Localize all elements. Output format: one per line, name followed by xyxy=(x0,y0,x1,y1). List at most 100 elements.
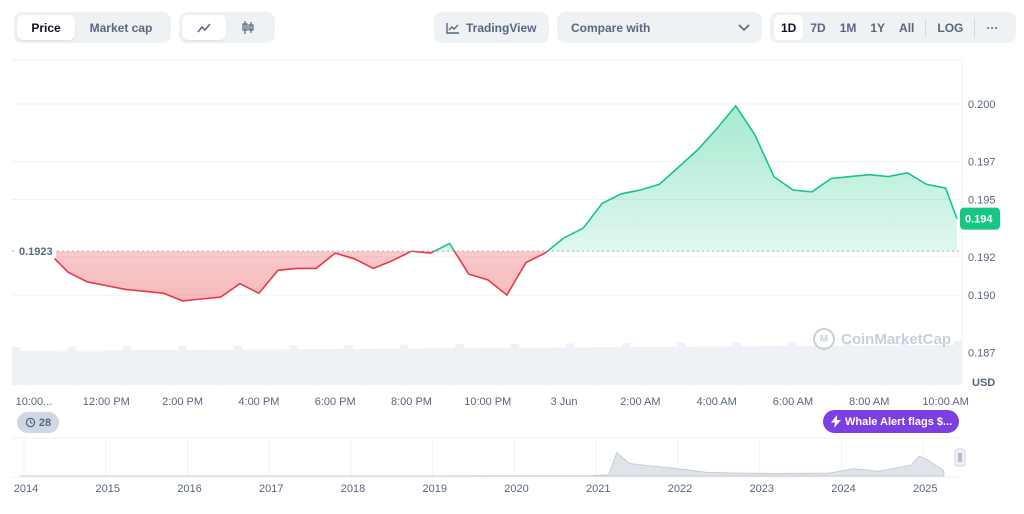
volume-bar xyxy=(407,348,417,385)
volume-bar xyxy=(779,346,789,385)
navigator-year-label: 2017 xyxy=(259,483,283,495)
candlestick-icon xyxy=(242,21,254,34)
volume-bar xyxy=(677,342,686,385)
volume-bar xyxy=(27,350,37,385)
volume-bar xyxy=(589,347,599,385)
volume-bar xyxy=(114,350,124,385)
x-tick-label: 10:00... xyxy=(16,396,53,408)
news-count: 28 xyxy=(38,416,52,429)
volume-bar xyxy=(19,350,29,385)
watermark-text: CoinMarketCap xyxy=(841,330,952,348)
y-tick-label: 0.190 xyxy=(968,290,996,302)
navigator-year-label: 2016 xyxy=(177,483,201,495)
log-scale-toggle[interactable]: LOG xyxy=(937,20,964,35)
x-tick-label: 4:00 AM xyxy=(696,396,736,408)
volume-bar xyxy=(376,348,385,385)
navigator-year-label: 2019 xyxy=(423,483,447,495)
y-tick-label: 0.195 xyxy=(968,195,996,207)
volume-bar xyxy=(257,349,266,385)
volume-bar xyxy=(851,345,860,385)
volume-bar xyxy=(882,345,892,385)
volume-bar xyxy=(898,341,908,385)
volume-bar xyxy=(368,348,377,385)
news-events-pill[interactable]: 28 xyxy=(17,412,59,433)
volume-bar xyxy=(938,345,947,385)
volume-bar xyxy=(241,349,250,385)
volume-bar xyxy=(431,348,440,385)
navigator-year-label: 2020 xyxy=(504,483,528,495)
volume-bar xyxy=(510,343,520,385)
y-tick-label: 0.200 xyxy=(968,99,996,111)
volume-bar xyxy=(455,344,464,385)
volume-bar xyxy=(43,350,53,385)
price-tab[interactable]: Price xyxy=(17,15,75,40)
volume-bar xyxy=(930,345,939,385)
history-navigator[interactable]: 2014 2015 2016 2017 2018 2019 2020 2021 2022 2023… xyxy=(12,437,966,495)
volume-bar xyxy=(661,346,670,385)
history-icon xyxy=(25,417,36,428)
current-price-badge: 0.194 xyxy=(960,207,1000,230)
volume-bar xyxy=(447,348,456,385)
volume-bar xyxy=(922,345,931,385)
volume-bar xyxy=(890,345,900,385)
volume-bar xyxy=(320,349,330,385)
volume-bar xyxy=(748,346,757,385)
navigator-year-label: 2022 xyxy=(668,483,692,495)
volume-bar xyxy=(249,349,258,385)
volume-bar xyxy=(51,350,60,385)
line-chart-button[interactable] xyxy=(182,15,226,40)
volume-bar xyxy=(787,342,797,385)
volume-bar xyxy=(724,346,733,385)
candlestick-button[interactable] xyxy=(226,15,270,40)
volume-bar xyxy=(764,346,773,385)
volume-bar xyxy=(827,345,836,385)
lightning-icon xyxy=(831,415,841,428)
navigator-handle[interactable] xyxy=(954,448,966,467)
volume-bar xyxy=(502,347,512,385)
market-cap-tab[interactable]: Market cap xyxy=(89,20,153,35)
y-axis: 0.187 0.190 0.192 0.195 0.197 0.200 xyxy=(968,99,996,360)
volume-bar xyxy=(439,348,448,385)
x-tick-label: 8:00 PM xyxy=(391,396,432,408)
volume-bar xyxy=(819,345,828,385)
area-fill-up xyxy=(434,105,957,252)
volume-bar xyxy=(946,345,955,385)
range-1m[interactable]: 1M xyxy=(839,20,857,35)
volume-bar xyxy=(700,346,710,385)
volume-bar xyxy=(566,343,575,385)
tradingview-button[interactable]: TradingView xyxy=(434,12,549,43)
volume-bar xyxy=(803,346,813,385)
volume-bar xyxy=(534,347,543,385)
x-tick-label: 6:00 PM xyxy=(315,396,356,408)
volume-bar xyxy=(487,348,496,385)
volume-bar xyxy=(708,346,718,385)
volume-bar xyxy=(415,348,425,385)
range-7d[interactable]: 7D xyxy=(810,20,826,35)
volume-bar xyxy=(574,347,583,385)
volume-bar xyxy=(811,345,820,385)
chart-toolbar: Price Market cap TradingView Compare wit… xyxy=(0,0,1024,56)
whale-alert-pill[interactable]: Whale Alert flags $... xyxy=(823,410,959,433)
area-fill-down xyxy=(30,251,957,301)
volume-bar xyxy=(494,347,504,385)
compare-with-select[interactable]: Compare with xyxy=(557,12,762,43)
currency-label: USD xyxy=(972,377,995,389)
volume-bar xyxy=(297,349,306,385)
volume-bar xyxy=(289,345,298,385)
x-tick-label: 6:00 AM xyxy=(773,396,813,408)
volume-bar xyxy=(344,344,353,385)
volume-bar xyxy=(756,346,765,385)
range-1d[interactable]: 1D xyxy=(774,15,804,40)
x-tick-label: 8:00 AM xyxy=(849,396,889,408)
more-options-button[interactable]: ··· xyxy=(986,20,999,35)
navigator-year-label: 2023 xyxy=(750,483,774,495)
range-all[interactable]: All xyxy=(899,20,915,35)
range-1y[interactable]: 1Y xyxy=(870,20,886,35)
cmc-logo-icon: M xyxy=(813,328,835,350)
x-tick-label: 10:00 PM xyxy=(464,396,511,408)
volume-bar xyxy=(716,346,725,385)
x-tick-label: 3 Jun xyxy=(551,396,578,408)
volume-bar xyxy=(209,349,219,385)
x-tick-label: 10:00 AM xyxy=(922,396,968,408)
